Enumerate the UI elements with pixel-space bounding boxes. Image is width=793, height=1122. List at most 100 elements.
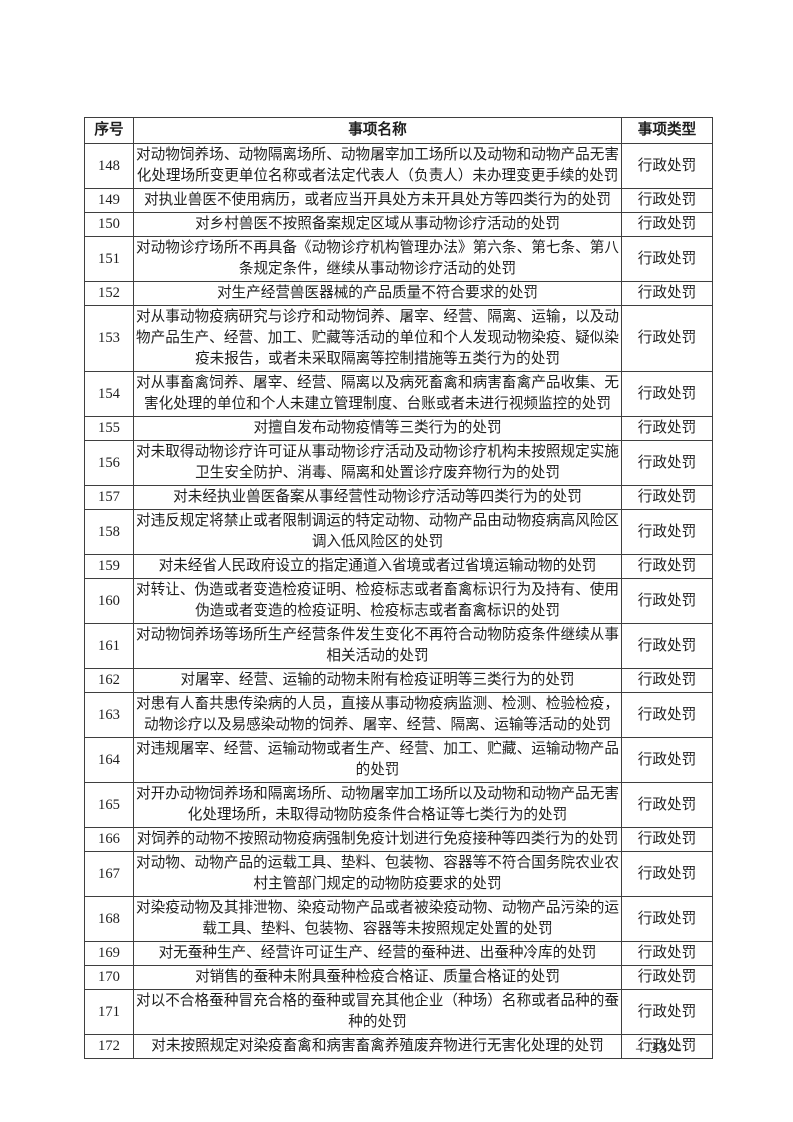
row-number: 159 xyxy=(84,554,134,579)
table-row: 151 对动物诊疗场所不再具备《动物诊疗机构管理办法》第六条、第七条、第八条规定条… xyxy=(84,236,713,282)
table-row: 172 对未按照规定对染疫畜禽和病害畜禽养殖废弃物进行无害化处理的处罚 行政处罚 xyxy=(84,1034,713,1059)
row-item-name: 对动物诊疗场所不再具备《动物诊疗机构管理办法》第六条、第七条、第八条规定条件，继… xyxy=(133,236,622,282)
row-item-name: 对违规屠宰、经营、运输动物或者生产、经营、加工、贮藏、运输动物产品的处罚 xyxy=(133,737,622,783)
row-item-type: 行政处罚 xyxy=(621,554,713,579)
row-item-name: 对未经执业兽医备案从事经营性动物诊疗活动等四类行为的处罚 xyxy=(133,485,622,510)
row-item-name: 对屠宰、经营、运输的动物未附有检疫证明等三类行为的处罚 xyxy=(133,668,622,693)
row-item-type: 行政处罚 xyxy=(621,782,713,828)
row-item-type: 行政处罚 xyxy=(621,578,713,624)
row-number: 166 xyxy=(84,827,134,852)
header-cell-no: 序号 xyxy=(84,117,134,144)
table-row: 160 对转让、伪造或者变造检疫证明、检疫标志或者畜禽标识行为及持有、使用伪造或者… xyxy=(84,578,713,624)
table-row: 155 对擅自发布动物疫情等三类行为的处罚 行政处罚 xyxy=(84,416,713,441)
table-row: 153 对从事动物疫病研究与诊疗和动物饲养、屠宰、经营、隔离、运输，以及动物产品生… xyxy=(84,305,713,372)
row-item-type: 行政处罚 xyxy=(621,941,713,966)
table-row: 169 对无蚕种生产、经营许可证生产、经营的蚕种进、出蚕种冷库的处罚 行政处罚 xyxy=(84,941,713,966)
table-row: 148 对动物饲养场、动物隔离场所、动物屠宰加工场所以及动物和动物产品无害化处理场… xyxy=(84,143,713,189)
row-number: 148 xyxy=(84,143,134,189)
table-body: 148 对动物饲养场、动物隔离场所、动物屠宰加工场所以及动物和动物产品无害化处理场… xyxy=(84,143,713,1059)
row-item-name: 对以不合格蚕种冒充合格的蚕种或冒充其他企业（种场）名称或者品种的蚕种的处罚 xyxy=(133,989,622,1035)
row-number: 161 xyxy=(84,623,134,669)
row-item-name: 对无蚕种生产、经营许可证生产、经营的蚕种进、出蚕种冷库的处罚 xyxy=(133,941,622,966)
row-item-name: 对未取得动物诊疗许可证从事动物诊疗活动及动物诊疗机构未按照规定实施卫生安全防护、… xyxy=(133,440,622,486)
row-number: 167 xyxy=(84,851,134,897)
row-number: 171 xyxy=(84,989,134,1035)
row-item-name: 对乡村兽医不按照备案规定区域从事动物诊疗活动的处罚 xyxy=(133,212,622,237)
row-item-name: 对销售的蚕种未附具蚕种检疫合格证、质量合格证的处罚 xyxy=(133,965,622,990)
row-item-type: 行政处罚 xyxy=(621,623,713,669)
row-number: 158 xyxy=(84,509,134,555)
row-item-type: 行政处罚 xyxy=(621,143,713,189)
row-number: 154 xyxy=(84,371,134,417)
row-item-name: 对开办动物饲养场和隔离场所、动物屠宰加工场所以及动物和动物产品无害化处理场所，未… xyxy=(133,782,622,828)
table-row: 167 对动物、动物产品的运载工具、垫料、包装物、容器等不符合国务院农业农村主管部… xyxy=(84,851,713,897)
table-row: 150 对乡村兽医不按照备案规定区域从事动物诊疗活动的处罚 行政处罚 xyxy=(84,212,713,237)
row-number: 150 xyxy=(84,212,134,237)
row-item-name: 对违反规定将禁止或者限制调运的特定动物、动物产品由动物疫病高风险区调入低风险区的… xyxy=(133,509,622,555)
table-row: 161 对动物饲养场等场所生产经营条件发生变化不再符合动物防疫条件继续从事相关活动… xyxy=(84,623,713,669)
page-number: – 33 – xyxy=(636,1040,682,1057)
row-item-name: 对饲养的动物不按照动物疫病强制免疫计划进行免疫接种等四类行为的处罚 xyxy=(133,827,622,852)
row-item-name: 对动物饲养场、动物隔离场所、动物屠宰加工场所以及动物和动物产品无害化处理场所变更… xyxy=(133,143,622,189)
row-item-type: 行政处罚 xyxy=(621,485,713,510)
row-item-type: 行政处罚 xyxy=(621,896,713,942)
row-number: 170 xyxy=(84,965,134,990)
items-table: 序号 事项名称 事项类型 148 对动物饲养场、动物隔离场所、动物屠宰加工场所以及… xyxy=(84,117,713,1059)
row-number: 160 xyxy=(84,578,134,624)
row-item-name: 对未按照规定对染疫畜禽和病害畜禽养殖废弃物进行无害化处理的处罚 xyxy=(133,1034,622,1059)
row-item-name: 对擅自发布动物疫情等三类行为的处罚 xyxy=(133,416,622,441)
row-item-name: 对执业兽医不使用病历，或者应当开具处方未开具处方等四类行为的处罚 xyxy=(133,188,622,213)
table-row: 163 对患有人畜共患传染病的人员，直接从事动物疫病监测、检测、检验检疫，动物诊疗… xyxy=(84,692,713,738)
row-item-type: 行政处罚 xyxy=(621,440,713,486)
row-item-name: 对从事畜禽饲养、屠宰、经营、隔离以及病死畜禽和病害畜禽产品收集、无害化处理的单位… xyxy=(133,371,622,417)
table-row: 166 对饲养的动物不按照动物疫病强制免疫计划进行免疫接种等四类行为的处罚 行政处罚 xyxy=(84,827,713,852)
table-row: 165 对开办动物饲养场和隔离场所、动物屠宰加工场所以及动物和动物产品无害化处理场… xyxy=(84,782,713,828)
table-row: 159 对未经省人民政府设立的指定通道入省境或者过省境运输动物的处罚 行政处罚 xyxy=(84,554,713,579)
table-row: 152 对生产经营兽医器械的产品质量不符合要求的处罚 行政处罚 xyxy=(84,281,713,306)
table-row: 158 对违反规定将禁止或者限制调运的特定动物、动物产品由动物疫病高风险区调入低风… xyxy=(84,509,713,555)
row-item-type: 行政处罚 xyxy=(621,416,713,441)
row-number: 169 xyxy=(84,941,134,966)
table-row: 162 对屠宰、经营、运输的动物未附有检疫证明等三类行为的处罚 行政处罚 xyxy=(84,668,713,693)
row-item-type: 行政处罚 xyxy=(621,668,713,693)
table-row: 156 对未取得动物诊疗许可证从事动物诊疗活动及动物诊疗机构未按照规定实施卫生安全… xyxy=(84,440,713,486)
row-number: 153 xyxy=(84,305,134,372)
row-number: 172 xyxy=(84,1034,134,1059)
row-item-type: 行政处罚 xyxy=(621,692,713,738)
row-number: 149 xyxy=(84,188,134,213)
row-number: 152 xyxy=(84,281,134,306)
row-item-type: 行政处罚 xyxy=(621,827,713,852)
row-item-type: 行政处罚 xyxy=(621,1034,713,1059)
table-header: 序号 事项名称 事项类型 xyxy=(84,117,713,144)
table-row: 164 对违规屠宰、经营、运输动物或者生产、经营、加工、贮藏、运输动物产品的处罚行… xyxy=(84,737,713,783)
row-number: 163 xyxy=(84,692,134,738)
row-item-type: 行政处罚 xyxy=(621,305,713,372)
row-item-type: 行政处罚 xyxy=(621,737,713,783)
row-item-type: 行政处罚 xyxy=(621,281,713,306)
row-item-name: 对动物、动物产品的运载工具、垫料、包装物、容器等不符合国务院农业农村主管部门规定… xyxy=(133,851,622,897)
row-item-name: 对动物饲养场等场所生产经营条件发生变化不再符合动物防疫条件继续从事相关活动的处罚 xyxy=(133,623,622,669)
table-row: 157 对未经执业兽医备案从事经营性动物诊疗活动等四类行为的处罚 行政处罚 xyxy=(84,485,713,510)
row-item-type: 行政处罚 xyxy=(621,236,713,282)
row-item-type: 行政处罚 xyxy=(621,989,713,1035)
row-number: 156 xyxy=(84,440,134,486)
header-cell-name: 事项名称 xyxy=(133,117,622,144)
table-row: 168 对染疫动物及其排泄物、染疫动物产品或者被染疫动物、动物产品污染的运载工具、… xyxy=(84,896,713,942)
table-row: 171 对以不合格蚕种冒充合格的蚕种或冒充其他企业（种场）名称或者品种的蚕种的处罚… xyxy=(84,989,713,1035)
table-row: 154 对从事畜禽饲养、屠宰、经营、隔离以及病死畜禽和病害畜禽产品收集、无害化处理… xyxy=(84,371,713,417)
row-item-name: 对未经省人民政府设立的指定通道入省境或者过省境运输动物的处罚 xyxy=(133,554,622,579)
row-number: 164 xyxy=(84,737,134,783)
row-number: 162 xyxy=(84,668,134,693)
table-row: 170 对销售的蚕种未附具蚕种检疫合格证、质量合格证的处罚 行政处罚 xyxy=(84,965,713,990)
row-number: 165 xyxy=(84,782,134,828)
table-row: 149 对执业兽医不使用病历，或者应当开具处方未开具处方等四类行为的处罚 行政处罚 xyxy=(84,188,713,213)
row-item-name: 对生产经营兽医器械的产品质量不符合要求的处罚 xyxy=(133,281,622,306)
row-item-type: 行政处罚 xyxy=(621,188,713,213)
row-number: 155 xyxy=(84,416,134,441)
row-item-name: 对从事动物疫病研究与诊疗和动物饲养、屠宰、经营、隔离、运输，以及动物产品生产、经… xyxy=(133,305,622,372)
row-item-name: 对患有人畜共患传染病的人员，直接从事动物疫病监测、检测、检验检疫，动物诊疗以及易… xyxy=(133,692,622,738)
row-item-type: 行政处罚 xyxy=(621,851,713,897)
row-number: 151 xyxy=(84,236,134,282)
row-item-type: 行政处罚 xyxy=(621,371,713,417)
